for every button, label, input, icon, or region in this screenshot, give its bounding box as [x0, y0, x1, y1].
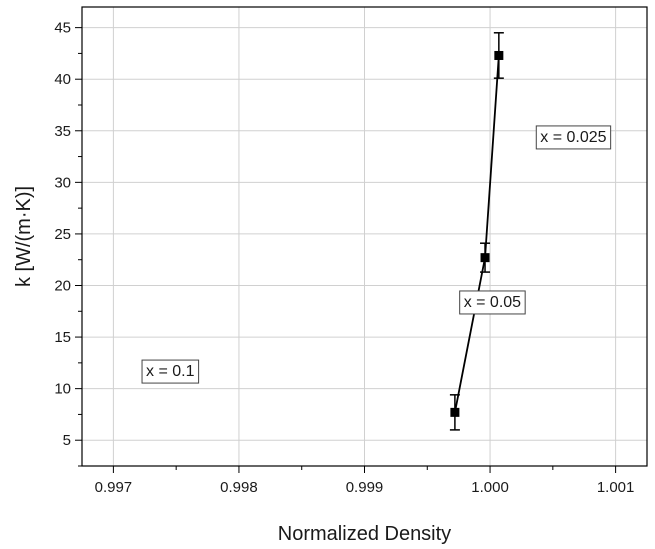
y-tick-label: 25 — [54, 226, 71, 243]
y-tick-label: 15 — [54, 329, 71, 346]
annotation-label: x = 0.05 — [464, 294, 521, 311]
y-tick-label: 5 — [63, 432, 71, 449]
x-tick-label: 0.999 — [346, 479, 384, 496]
y-axis-title: k [W/(m·K)] — [13, 186, 35, 287]
annotation-label: x = 0.025 — [540, 129, 606, 146]
point-annotations: x = 0.1 x = 0.05 x = 0.025 — [141, 125, 612, 384]
data-point — [494, 50, 504, 60]
axes: 0.997 0.998 0.999 1.000 1.001 5 10 15 20 25 30 35 40… — [54, 6, 648, 496]
annotation: x = 0.025 — [535, 125, 612, 150]
annotation: x = 0.1 — [141, 359, 200, 384]
x-tick-label: 1.000 — [471, 479, 509, 496]
y-tick-label: 40 — [54, 71, 71, 88]
y-tick-label: 10 — [54, 381, 71, 398]
data-point — [450, 407, 460, 417]
x-tick-label: 0.998 — [220, 479, 258, 496]
y-tick-label: 35 — [54, 123, 71, 140]
data-point — [480, 253, 490, 263]
y-tick-label: 45 — [54, 20, 71, 37]
annotation: x = 0.05 — [459, 290, 526, 315]
x-axis-title: Normalized Density — [278, 523, 451, 545]
grid-lines — [82, 7, 647, 466]
annotation-box — [535, 125, 612, 150]
y-tick-label: 20 — [54, 277, 71, 294]
y-tick-label: 30 — [54, 174, 71, 191]
annotation-box — [141, 359, 200, 384]
data-series — [449, 32, 504, 431]
x-tick-label: 1.001 — [597, 479, 635, 496]
annotation-box — [459, 290, 526, 315]
annotation-label: x = 0.1 — [146, 363, 195, 380]
x-tick-label: 0.997 — [95, 479, 133, 496]
